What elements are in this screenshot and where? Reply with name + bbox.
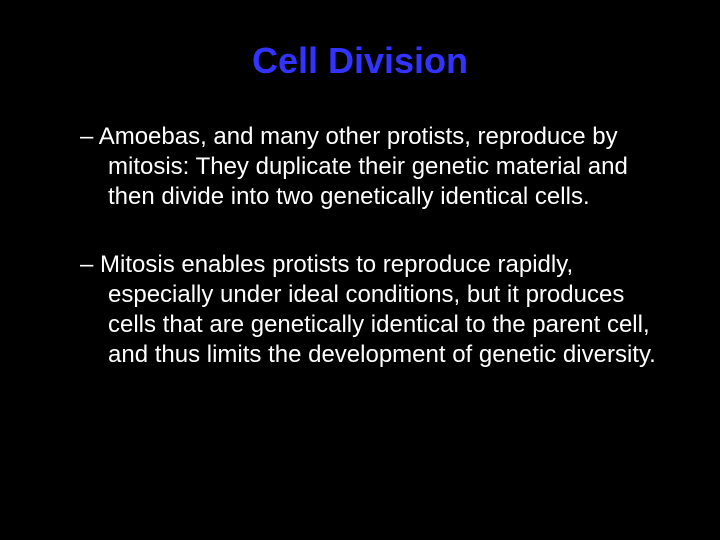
bullet-text: Amoebas, and many other protists, reprod… <box>99 123 628 210</box>
bullet-item: – Mitosis enables protists to reproduce … <box>80 250 670 370</box>
slide-title: Cell Division <box>50 40 670 82</box>
slide-container: Cell Division – Amoebas, and many other … <box>0 0 720 540</box>
bullet-dash: – <box>80 123 99 150</box>
bullet-item: – Amoebas, and many other protists, repr… <box>80 122 670 212</box>
bullet-dash: – <box>80 251 100 278</box>
bullet-list: – Amoebas, and many other protists, repr… <box>50 122 670 370</box>
bullet-text: Mitosis enables protists to reproduce ra… <box>100 251 656 368</box>
